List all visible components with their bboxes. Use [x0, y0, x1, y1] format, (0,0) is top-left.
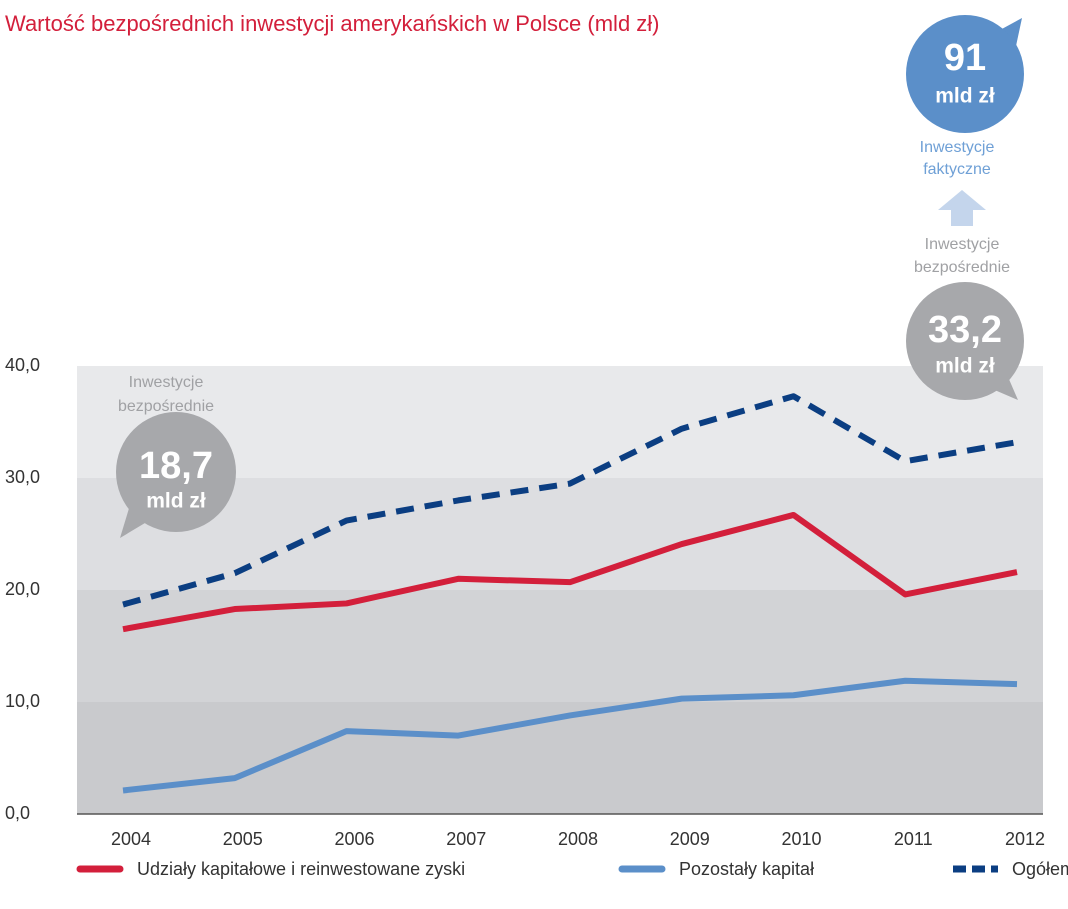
- callout-tail: [1000, 18, 1022, 46]
- annotation-label: Inwestycje: [925, 236, 1000, 253]
- x-tick-label: 2005: [223, 829, 263, 849]
- x-tick-label: 2010: [781, 829, 821, 849]
- chart-title: Wartość bezpośrednich inwestycji ameryka…: [5, 11, 660, 36]
- grid-band: [77, 702, 1043, 814]
- x-tick-label: 2006: [334, 829, 374, 849]
- annotation-label: bezpośrednie: [118, 398, 214, 415]
- annotation-unit: mld zł: [146, 490, 206, 513]
- callout-texts: Inwestycje bezpośrednie 18,7 mld zł Inwe…: [118, 37, 1010, 513]
- series-line: [122, 511, 1018, 633]
- callout-bubble: [906, 282, 1024, 400]
- grid-band: [77, 590, 1043, 702]
- plot-area: 0,0 10,0 20,0 30,0 40,0 2004 2005 2006 2007 2008 2…: [5, 355, 1045, 849]
- annotation-label: Inwestycje: [920, 139, 995, 156]
- x-tick-label: 2012: [1005, 829, 1045, 849]
- y-tick-label: 30,0: [5, 467, 40, 487]
- y-tick-label: 40,0: [5, 355, 40, 375]
- legend-label: Pozostały kapitał: [679, 859, 814, 879]
- annotation-unit: mld zł: [935, 85, 995, 108]
- annotation-value: 91: [944, 37, 986, 79]
- callout-tail: [120, 505, 150, 538]
- y-tick-label: 0,0: [5, 803, 30, 823]
- annotation-label: faktyczne: [923, 161, 991, 178]
- annotation-label: bezpośrednie: [914, 259, 1010, 276]
- series-line: [122, 677, 1018, 794]
- callout-bubble: [906, 15, 1024, 133]
- annotation-value: 33,2: [928, 309, 1002, 351]
- y-tick-label: 20,0: [5, 579, 40, 599]
- x-tick-label: 2004: [111, 829, 151, 849]
- arrow-up: [938, 190, 986, 226]
- x-tick-label: 2008: [558, 829, 598, 849]
- y-tick-label: 10,0: [5, 691, 40, 711]
- callout-bubble: [116, 412, 236, 532]
- callout-shapes: [116, 15, 1024, 538]
- legend-label: Udziały kapitałowe i reinwestowane zyski: [137, 859, 465, 879]
- annotation-label: Inwestycje: [129, 374, 204, 391]
- series-line: [122, 393, 1018, 608]
- x-tick-label: 2011: [894, 829, 933, 849]
- x-tick-label: 2007: [446, 829, 486, 849]
- grid-band: [77, 366, 1043, 478]
- annotation-value: 18,7: [139, 445, 213, 487]
- annotation-unit: mld zł: [935, 355, 995, 378]
- x-tick-label: 2009: [670, 829, 710, 849]
- legend-label: Ogółem: [1012, 859, 1068, 879]
